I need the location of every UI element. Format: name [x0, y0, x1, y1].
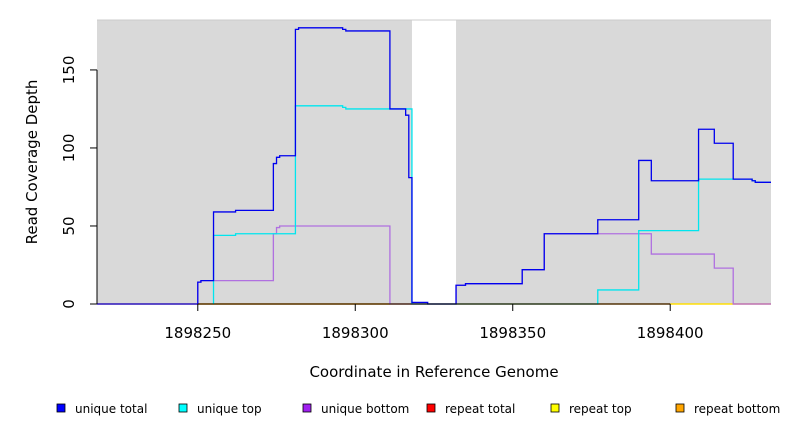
legend-label: repeat bottom: [694, 402, 780, 416]
legend-label: unique top: [197, 402, 262, 416]
x-tick-label: 1898400: [637, 324, 704, 342]
y-axis-title: Read Coverage Depth: [23, 80, 41, 245]
y-tick-label: 0: [60, 299, 78, 309]
legend-item: unique bottom: [302, 402, 409, 416]
legend-swatch: [56, 403, 66, 413]
legend-item: repeat total: [426, 402, 515, 416]
legend-item: unique top: [178, 402, 262, 416]
y-axis: 0 50 100 150: [60, 56, 98, 309]
x-axis: 1898250 1898300 1898350 1898400: [164, 303, 704, 342]
legend-item: repeat top: [550, 402, 632, 416]
legend-label: repeat top: [569, 402, 632, 416]
y-tick-label: 100: [60, 134, 78, 163]
x-axis-title: Coordinate in Reference Genome: [309, 363, 558, 381]
legend-swatch: [550, 403, 560, 413]
legend: unique total unique top unique bottom repea…: [56, 402, 780, 416]
legend-label: repeat total: [445, 402, 515, 416]
x-tick-label: 1898300: [322, 324, 389, 342]
x-tick-label: 1898350: [479, 324, 546, 342]
legend-swatch: [178, 403, 188, 413]
legend-item: unique total: [56, 402, 147, 416]
y-tick-label: 150: [60, 56, 78, 85]
legend-item: repeat bottom: [675, 402, 780, 416]
series-line-unique-total: [97, 27, 771, 305]
legend-label: unique bottom: [321, 402, 409, 416]
legend-swatch: [675, 403, 685, 413]
legend-swatch: [426, 403, 436, 413]
legend-swatch: [302, 403, 312, 413]
x-tick-label: 1898250: [164, 324, 231, 342]
gap-region: [411, 20, 457, 304]
y-tick-label: 50: [60, 216, 78, 235]
legend-label: unique total: [75, 402, 147, 416]
